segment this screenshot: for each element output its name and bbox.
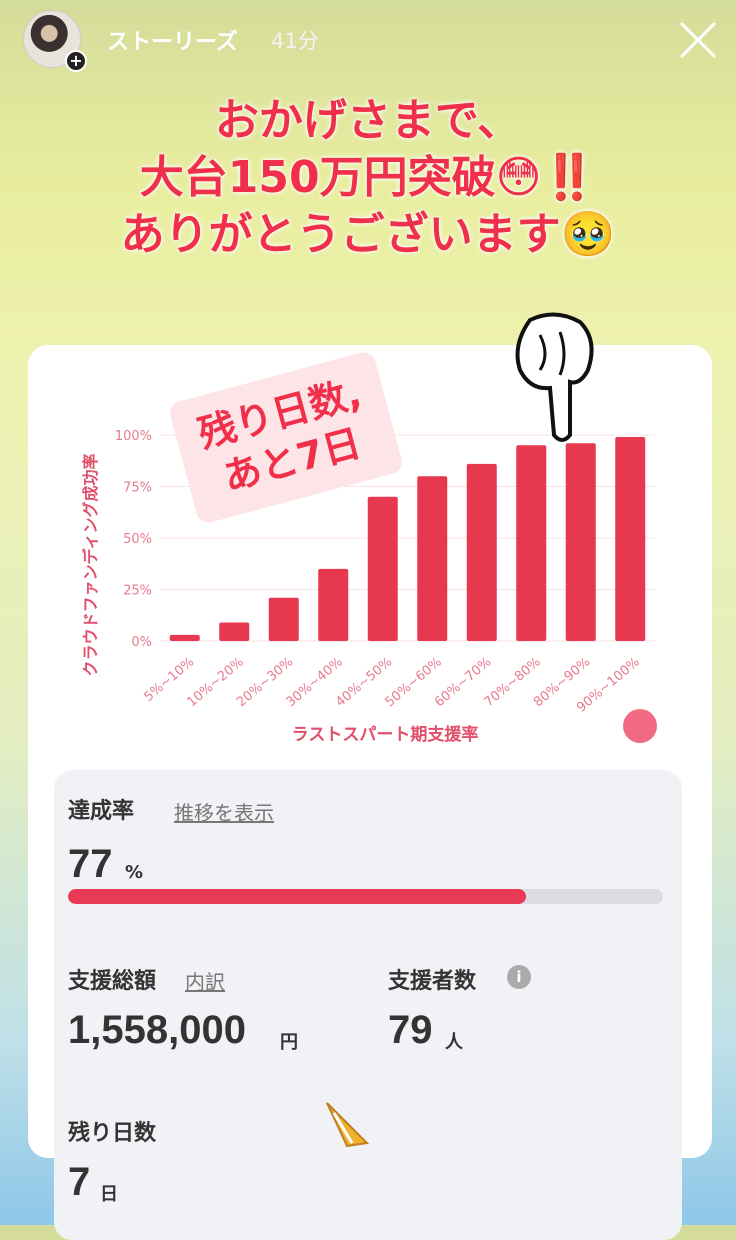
- days-value: 7: [68, 1160, 91, 1204]
- bar: [219, 622, 250, 641]
- achievement-unit: %: [125, 862, 144, 883]
- show-history-link[interactable]: 推移を表示: [174, 801, 274, 825]
- success-rate-chart: 0%25%50%75%100%5%~10%10%~20%20%~30%30%~4…: [81, 429, 657, 745]
- bar: [466, 463, 497, 641]
- achievement-label: 達成率: [68, 799, 135, 824]
- bar: [318, 568, 349, 641]
- info-icon[interactable]: i: [507, 965, 531, 989]
- headline-line2: 大台150万円突破😳‼️: [139, 152, 597, 203]
- headline-line3: ありがとうございます🥹: [120, 209, 616, 260]
- pointing-hand-icon: [515, 312, 594, 442]
- achievement-value: 77: [68, 842, 113, 886]
- readyfor-logo: [623, 709, 657, 743]
- avatar[interactable]: [23, 10, 81, 68]
- bar: [615, 437, 646, 641]
- achievement-progress-bar: [68, 889, 663, 904]
- total-unit: 円: [280, 1032, 298, 1053]
- backers-label: 支援者数: [388, 969, 477, 994]
- story-time: 41分: [271, 29, 319, 53]
- story-username[interactable]: ストーリーズ: [107, 30, 238, 55]
- y-tick-label: 50%: [123, 532, 152, 547]
- total-value: 1,558,000: [68, 1008, 246, 1052]
- party-popper-icon: [326, 1102, 370, 1148]
- bar: [268, 597, 299, 641]
- total-label: 支援総額: [68, 969, 157, 994]
- days-unit: 日: [100, 1184, 118, 1205]
- bar: [169, 634, 200, 641]
- bar: [565, 443, 596, 641]
- x-axis-label: ラストスパート期支援率: [292, 724, 479, 745]
- days-label: 残り日数: [68, 1121, 157, 1146]
- y-tick-label: 25%: [123, 584, 152, 599]
- bar: [367, 496, 398, 641]
- headline: おかげさまで、 大台150万円突破😳‼️ ありがとうございます🥹: [0, 92, 736, 263]
- close-icon[interactable]: [678, 20, 718, 60]
- bar: [516, 445, 547, 641]
- story-header: + ストーリーズ 41分: [0, 0, 736, 80]
- y-tick-label: 100%: [115, 429, 152, 444]
- y-tick-label: 0%: [131, 635, 152, 650]
- y-tick-label: 75%: [123, 481, 152, 496]
- progress-fill: [68, 889, 527, 904]
- backers-unit: 人: [445, 1032, 463, 1053]
- backers-value: 79: [388, 1008, 433, 1052]
- breakdown-link[interactable]: 内訳: [185, 970, 225, 994]
- stats-panel: [54, 770, 682, 1240]
- plus-icon[interactable]: +: [65, 50, 87, 72]
- y-axis-label: クラウドファンディング成功率: [81, 454, 100, 677]
- headline-line1: おかげさまで、: [214, 95, 522, 146]
- bar: [417, 476, 448, 641]
